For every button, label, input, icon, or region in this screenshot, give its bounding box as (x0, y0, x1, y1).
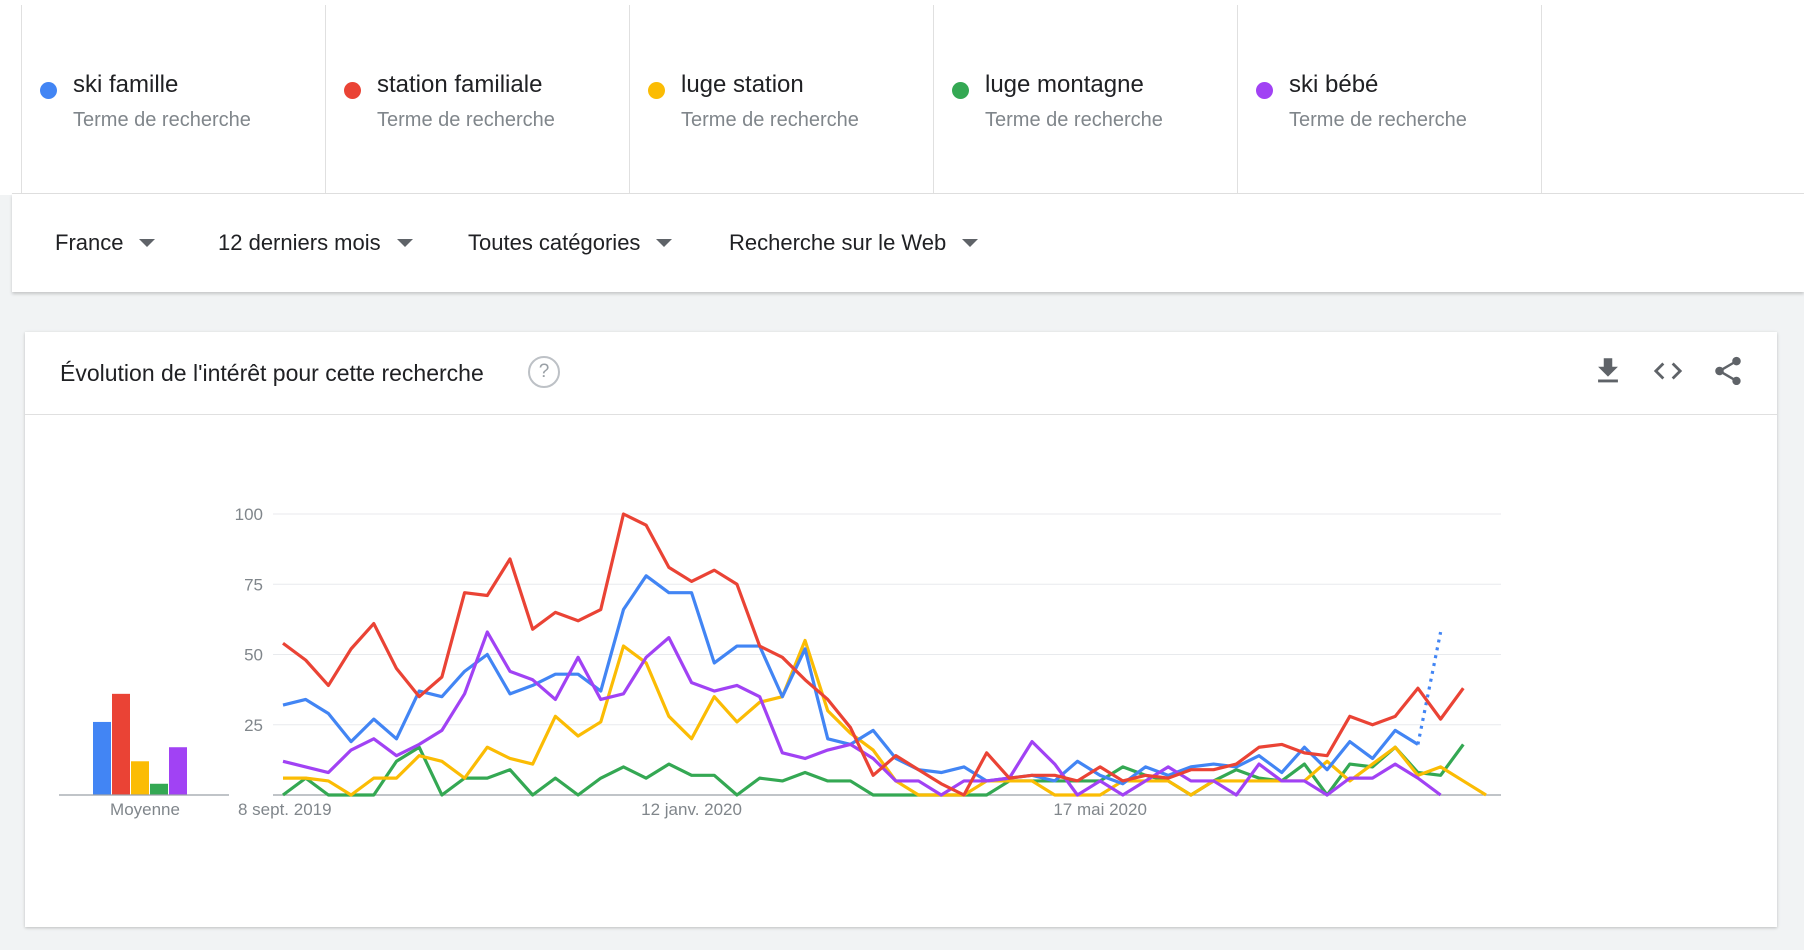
period-dropdown-label: 12 derniers mois (218, 230, 381, 255)
term-name[interactable]: luge station (681, 71, 804, 98)
series-line (282, 512, 1465, 797)
averages-label: Moyenne (110, 800, 180, 819)
period-dropdown[interactable]: 12 derniers mois (218, 230, 413, 256)
y-tick-label: 25 (244, 716, 263, 735)
term-subtitle: Terme de recherche (73, 109, 251, 131)
interest-over-time-panel: Évolution de l'intérêt pour cette recher… (25, 332, 1777, 927)
average-bar (169, 747, 187, 795)
series-line (282, 574, 1419, 786)
category-dropdown[interactable]: Toutes catégories (468, 230, 673, 256)
caret-down-icon (396, 239, 413, 247)
series-color-dot (1256, 82, 1273, 99)
download-icon[interactable] (1591, 354, 1625, 388)
divider (12, 193, 1804, 194)
average-bar (112, 693, 130, 795)
search-type-dropdown[interactable]: Recherche sur le Web (729, 230, 979, 256)
x-axis-ticks: 8 sept. 2019 12 janv. 2020 17 mai 2020 (238, 800, 1147, 819)
y-tick-label: 50 (244, 646, 263, 665)
filter-bar: France 12 derniers mois Toutes catégorie… (12, 194, 1804, 292)
y-tick-label: 75 (244, 575, 263, 594)
term-subtitle: Terme de recherche (985, 109, 1163, 131)
term-card-ski-famille[interactable]: ski famille Terme de recherche (21, 5, 369, 193)
term-card-luge-montagne[interactable]: luge montagne Terme de recherche (933, 5, 1281, 193)
term-card-station-familiale[interactable]: station familiale Terme de recherche (325, 5, 673, 193)
add-term-card[interactable] (1541, 5, 1804, 193)
term-card-ski-bebe[interactable]: ski bébé Terme de recherche (1237, 5, 1585, 193)
term-name[interactable]: ski famille (73, 71, 179, 98)
x-tick-label: 17 mai 2020 (1053, 800, 1147, 819)
y-axis-ticks: 25 50 75 100 (235, 505, 263, 735)
average-bar (131, 761, 149, 795)
term-name[interactable]: station familiale (377, 71, 543, 98)
term-subtitle: Terme de recherche (377, 109, 555, 131)
x-tick-label: 12 janv. 2020 (641, 800, 742, 819)
y-tick-label: 100 (235, 505, 263, 524)
interest-chart: Moyenne 25 50 75 100 8 sept. 2019 12 janv. 2… (59, 505, 1501, 819)
chart-gridlines (273, 513, 1501, 796)
term-name[interactable]: luge montagne (985, 71, 1144, 98)
series-line (282, 743, 1465, 797)
region-dropdown[interactable]: France (55, 230, 156, 256)
average-bar (150, 783, 168, 795)
help-icon[interactable]: ? (528, 356, 560, 388)
search-terms-bar: ski famille Terme de recherche station f… (0, 0, 1804, 195)
panel-title: Évolution de l'intérêt pour cette recher… (60, 360, 484, 386)
averages-bars: Moyenne (59, 693, 229, 819)
series-color-dot (344, 82, 361, 99)
series-color-dot (952, 82, 969, 99)
average-bar (93, 721, 111, 795)
region-dropdown-label: France (55, 230, 124, 255)
series-color-dot (40, 82, 57, 99)
caret-down-icon (139, 239, 156, 247)
caret-down-icon (656, 239, 673, 247)
embed-code-icon[interactable] (1651, 354, 1685, 388)
series-partial-data-line (1416, 631, 1443, 745)
category-dropdown-label: Toutes catégories (468, 230, 641, 255)
term-name[interactable]: ski bébé (1289, 71, 1379, 98)
search-type-dropdown-label: Recherche sur le Web (729, 230, 947, 255)
term-card-luge-station[interactable]: luge station Terme de recherche (629, 5, 977, 193)
series-color-dot (648, 82, 665, 99)
panel-header: Évolution de l'intérêt pour cette recher… (25, 332, 1777, 415)
caret-down-icon (962, 239, 979, 247)
series-lines (282, 512, 1487, 797)
x-tick-label: 8 sept. 2019 (238, 800, 332, 819)
term-subtitle: Terme de recherche (1289, 109, 1467, 131)
term-subtitle: Terme de recherche (681, 109, 859, 131)
share-icon[interactable] (1711, 354, 1745, 388)
